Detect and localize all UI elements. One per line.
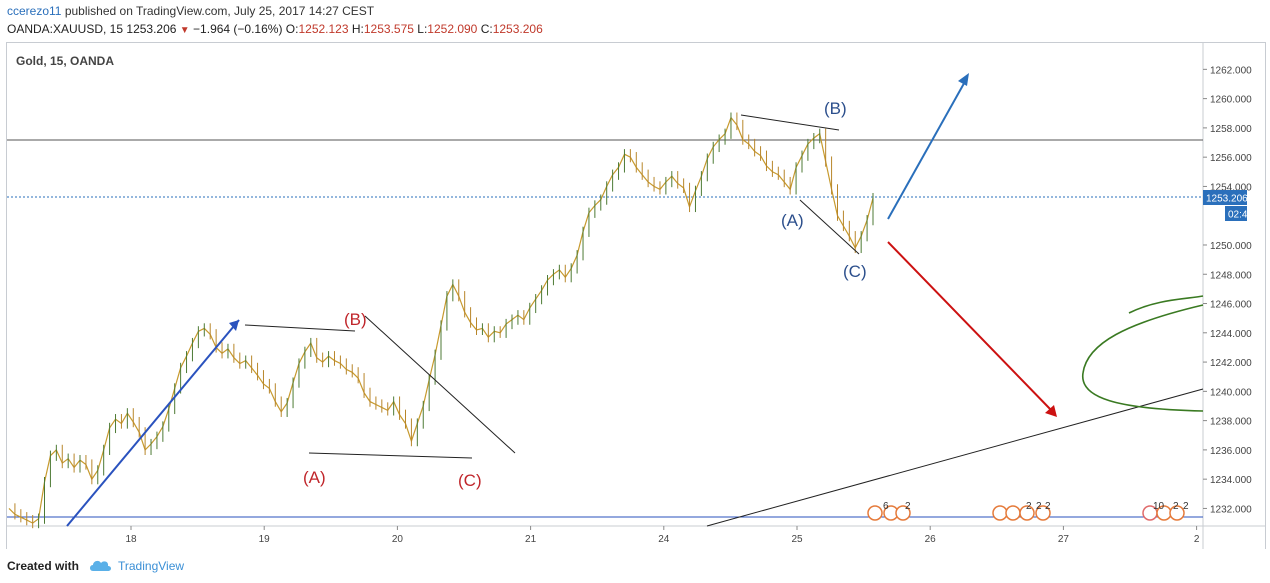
tradingview-cloud-icon <box>90 560 111 571</box>
triangle-upper-line-2[interactable] <box>740 114 840 131</box>
last-price-tag-text: 1253.206 <box>1206 194 1248 205</box>
time-tick-label: 27 <box>1058 534 1070 545</box>
price-tick-label: 1240.000 <box>1210 387 1252 398</box>
long-trendline[interactable] <box>706 388 1204 527</box>
price-change: −1.964 (−0.16%) <box>193 22 283 36</box>
triangle-lower-line-1[interactable] <box>308 452 473 459</box>
close-value: 1253.206 <box>492 22 543 36</box>
price-tick-label: 1244.000 <box>1210 329 1252 340</box>
published-text: published on TradingView.com, July 25, 2… <box>61 4 375 18</box>
bullish-arrow-head <box>958 73 969 86</box>
time-tick-label: 20 <box>392 534 404 545</box>
time-tick-label: 21 <box>525 534 537 545</box>
event-flag-icon[interactable] <box>867 505 883 521</box>
time-tick-label: 25 <box>791 534 803 545</box>
price-tick-label: 1232.000 <box>1210 504 1252 515</box>
symbol-quote-line: OANDA:XAUUSD, 15 1253.206 ▼ −1.964 (−0.1… <box>7 22 543 36</box>
impulse-arrow-1-head <box>229 320 239 331</box>
wave-label-a-red: (A) <box>303 468 326 487</box>
high-value: 1253.575 <box>363 22 414 36</box>
price-tick-label: 1262.000 <box>1210 65 1252 76</box>
wave-label-c-red: (C) <box>458 471 482 490</box>
symbol-label: OANDA:XAUUSD, 15 <box>7 22 124 36</box>
price-axis-ticks: 1262.000 1260.000 1258.000 1256.000 1254.000… <box>1203 65 1252 515</box>
countdown-tag-text: 02:40 <box>1228 210 1253 221</box>
event-flag-icon[interactable] <box>1169 505 1185 521</box>
publication-header: ccerezo11 published on TradingView.com, … <box>0 0 1270 42</box>
open-value: 1252.123 <box>298 22 349 36</box>
tradingview-brand-link[interactable]: TradingView <box>118 559 185 573</box>
price-tick-label: 1250.000 <box>1210 241 1252 252</box>
open-label: O: <box>285 22 299 36</box>
price-tick-label: 1258.000 <box>1210 124 1252 135</box>
triangle-lower-line-2[interactable] <box>799 199 860 255</box>
author-link[interactable]: ccerezo11 <box>7 4 62 18</box>
last-price: 1253.206 <box>126 22 177 36</box>
price-tick-label: 1234.000 <box>1210 475 1252 486</box>
wave-label-b-blue: (B) <box>824 99 847 118</box>
event-count: 2 <box>1173 501 1179 512</box>
triangle-upper-line-1[interactable] <box>244 324 356 332</box>
event-count: 6 <box>883 501 889 512</box>
time-tick-label: 24 <box>658 534 670 545</box>
down-arrow-icon: ▼ <box>179 25 190 36</box>
close-label: C: <box>480 22 493 36</box>
time-tick-label: 26 <box>925 534 937 545</box>
time-tick-label: 2 <box>1194 534 1200 545</box>
price-series-bars <box>14 112 874 529</box>
event-count: 2 <box>1045 501 1051 512</box>
event-count: 2 <box>1036 501 1042 512</box>
low-value: 1252.090 <box>427 22 478 36</box>
price-tick-label: 1242.000 <box>1210 358 1252 369</box>
price-tick-label: 1246.000 <box>1210 300 1252 311</box>
low-label: L: <box>417 22 428 36</box>
time-axis-ticks: 18 19 20 21 24 25 26 27 2 <box>125 526 1200 545</box>
chart-title: Gold, 15, OANDA <box>16 54 114 68</box>
price-tick-label: 1238.000 <box>1210 417 1252 428</box>
event-count: 2 <box>905 501 911 512</box>
bullish-arrow[interactable] <box>887 77 968 220</box>
countdown-tag <box>1225 206 1247 221</box>
event-count: 2 <box>1026 501 1032 512</box>
high-label: H: <box>351 22 364 36</box>
created-with-text: Created with <box>7 559 80 573</box>
price-series-line <box>8 116 874 524</box>
price-tick-label: 1236.000 <box>1210 446 1252 457</box>
economic-events-group-2[interactable]: 2 2 2 <box>992 501 1051 521</box>
bearish-arrow-head <box>1045 405 1057 417</box>
wave-label-b-red: (B) <box>344 310 367 329</box>
price-tick-label: 1254.000 <box>1210 182 1252 193</box>
gold-chart[interactable]: Gold, 15, OANDA 1262.000 1260.000 1258.000… <box>7 43 1265 550</box>
event-flag-icon[interactable] <box>1035 505 1051 521</box>
wave-label-a-blue: (A) <box>781 211 804 230</box>
footer-bar: Created with TradingView <box>0 549 1270 583</box>
wedge-trendline[interactable] <box>364 315 516 454</box>
price-tick-label: 1248.000 <box>1210 270 1252 281</box>
wave-label-c-blue: (C) <box>843 262 867 281</box>
event-flag-icon[interactable] <box>1005 505 1021 521</box>
event-flag-icon[interactable] <box>992 505 1008 521</box>
time-tick-label: 19 <box>259 534 271 545</box>
event-count: 2 <box>1183 501 1189 512</box>
last-price-tag <box>1203 190 1247 205</box>
economic-events-group-1[interactable]: 6 2 <box>867 501 911 521</box>
economic-events-group-3[interactable]: 10 2 2 <box>1142 501 1189 521</box>
event-flag-icon[interactable] <box>895 505 911 521</box>
chart-panel[interactable]: Gold, 15, OANDA 1262.000 1260.000 1258.000… <box>6 42 1266 551</box>
price-tick-label: 1256.000 <box>1210 153 1252 164</box>
event-count: 10 <box>1153 501 1165 512</box>
impulse-arrow-1[interactable] <box>66 319 240 527</box>
time-tick-label: 18 <box>125 534 137 545</box>
publication-line: ccerezo11 published on TradingView.com, … <box>7 4 374 18</box>
bearish-arrow[interactable] <box>887 241 1053 412</box>
price-tick-label: 1260.000 <box>1210 95 1252 106</box>
projection-curve-upper[interactable] <box>1128 295 1204 314</box>
projection-curve-loop[interactable] <box>1082 304 1204 412</box>
event-flag-icon[interactable] <box>1019 505 1035 521</box>
